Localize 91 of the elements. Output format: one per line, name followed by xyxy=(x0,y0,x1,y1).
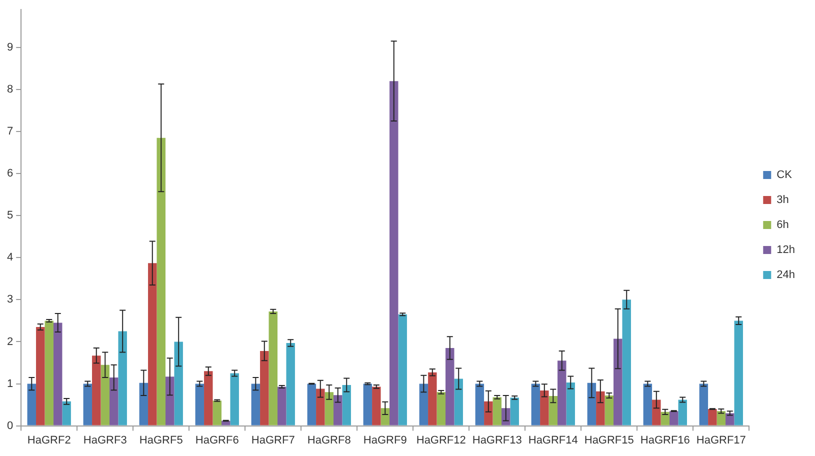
bar xyxy=(510,398,519,426)
bar xyxy=(390,81,398,426)
bar xyxy=(652,400,661,426)
bar xyxy=(660,412,670,426)
y-tick-label: 7 xyxy=(6,126,14,138)
bar xyxy=(596,391,605,426)
bar xyxy=(531,384,540,426)
bar xyxy=(428,372,437,426)
x-tick-label: HaGRF3 xyxy=(83,434,127,446)
x-tick-label: HaGRF8 xyxy=(307,434,351,446)
bar xyxy=(62,401,71,426)
y-tick-label: 9 xyxy=(6,41,14,54)
bar xyxy=(716,411,726,426)
bar xyxy=(419,384,428,426)
bar xyxy=(118,331,127,426)
bar xyxy=(540,390,549,426)
bar xyxy=(699,384,708,426)
x-tick-label: HaGRF7 xyxy=(251,434,295,446)
x-tick-label: HaGRF17 xyxy=(696,434,746,446)
bar xyxy=(614,338,622,426)
bar xyxy=(334,395,342,426)
bar xyxy=(36,327,45,426)
bar xyxy=(100,364,110,426)
bar xyxy=(251,384,260,426)
bar xyxy=(92,356,101,426)
bar xyxy=(316,388,325,426)
x-tick-label: HaGRF9 xyxy=(363,434,407,446)
bar xyxy=(174,342,183,426)
bar xyxy=(324,392,334,426)
x-tick-label: HaGRF12 xyxy=(416,434,466,446)
bar xyxy=(734,320,743,426)
bar xyxy=(678,400,687,426)
bar xyxy=(604,396,614,426)
x-tick-label: HaGRF16 xyxy=(640,434,690,446)
bar xyxy=(260,350,269,426)
bar xyxy=(548,396,558,426)
x-tick-label: HaGRF6 xyxy=(195,434,239,446)
bar xyxy=(342,385,351,426)
bar xyxy=(148,263,157,426)
x-tick-label: HaGRF2 xyxy=(27,434,71,446)
x-tick-label: HaGRF5 xyxy=(139,434,183,446)
bar xyxy=(726,413,734,426)
bar xyxy=(398,314,407,426)
bar xyxy=(307,384,316,426)
bar xyxy=(139,382,148,426)
bar xyxy=(83,384,92,426)
bar xyxy=(558,360,566,426)
bar xyxy=(492,397,502,426)
bar xyxy=(566,382,575,426)
bar xyxy=(708,408,717,426)
y-tick-label: 5 xyxy=(6,210,14,222)
bar xyxy=(475,384,484,426)
bar xyxy=(622,300,631,426)
y-tick-label: 0 xyxy=(6,420,14,432)
bar xyxy=(27,384,36,426)
legend-label: 6h xyxy=(776,219,789,232)
bar xyxy=(109,377,118,426)
bar xyxy=(380,408,390,426)
bar xyxy=(643,384,652,426)
bar xyxy=(268,311,278,426)
x-tick-label: HaGRF13 xyxy=(472,434,522,446)
bar xyxy=(436,392,446,426)
bar xyxy=(454,378,463,426)
bar xyxy=(204,371,213,426)
legend-label: CK xyxy=(776,169,793,182)
bar xyxy=(446,348,454,426)
bar xyxy=(156,138,166,426)
bar xyxy=(165,376,174,426)
bar xyxy=(195,384,204,426)
y-tick-label: 2 xyxy=(6,336,14,348)
bar xyxy=(53,322,62,426)
y-tick-label: 3 xyxy=(6,294,14,306)
bar xyxy=(230,373,239,426)
legend-label: 3h xyxy=(776,194,789,206)
bar xyxy=(277,386,286,426)
bar xyxy=(484,401,493,426)
bar xyxy=(372,386,381,426)
legend-label: 12h xyxy=(776,244,796,256)
bar xyxy=(670,411,678,426)
bar xyxy=(286,342,295,426)
y-tick-label: 6 xyxy=(6,168,14,180)
x-tick-label: HaGRF15 xyxy=(584,434,634,446)
bar xyxy=(587,382,596,426)
x-tick-label: HaGRF14 xyxy=(528,434,578,446)
bar xyxy=(363,384,372,426)
legend-label: 24h xyxy=(776,269,796,282)
bar xyxy=(212,400,222,426)
bar xyxy=(44,320,54,426)
y-tick-label: 8 xyxy=(6,84,14,96)
y-tick-label: 4 xyxy=(6,252,14,264)
y-tick-label: 1 xyxy=(6,378,14,390)
